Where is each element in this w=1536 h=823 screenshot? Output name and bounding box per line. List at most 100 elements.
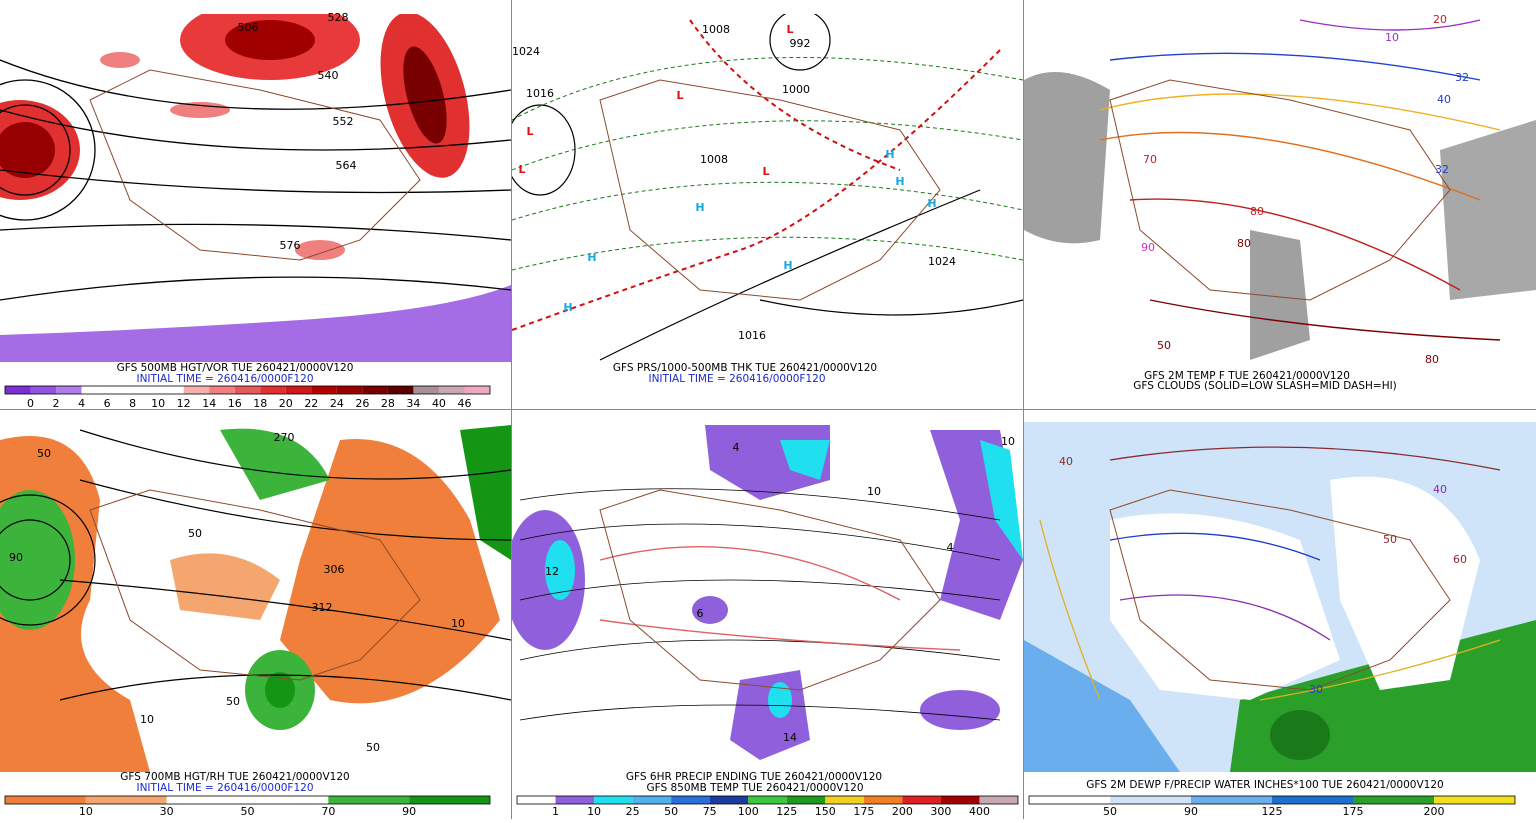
colorbar-frame: [516, 795, 1019, 805]
colorbar-segment: [517, 796, 556, 804]
map-temperature: [1024, 14, 1536, 362]
colorbar-frame: [4, 385, 491, 395]
colorbar-segment: [786, 796, 826, 804]
map-label: 6: [697, 607, 704, 620]
map-label: L: [786, 23, 793, 36]
colorbar-label: 50: [1103, 805, 1117, 818]
map-label: 1024: [928, 255, 956, 268]
map-label: 60: [1453, 553, 1467, 566]
colorbar-frame: [4, 795, 491, 805]
map-label: 1000: [782, 83, 810, 96]
colorbar-label: 34: [406, 397, 420, 410]
colorbar-segment: [748, 796, 787, 804]
colorbar-segment: [979, 796, 1018, 804]
colorbar-segment: [902, 796, 941, 804]
map-label: 32: [1455, 71, 1469, 84]
colorbar-segment: [328, 796, 410, 804]
map-label: 1016: [738, 329, 766, 342]
caption: GFS 6HR PRECIP ENDING TUE 260421/0000V12…: [626, 771, 882, 783]
colorbar-segment: [464, 386, 490, 394]
map-label: 270: [274, 431, 295, 444]
colorbar-label: 90: [1184, 805, 1198, 818]
caption: GFS 2M TEMP F TUE 260421/0000V120: [1144, 370, 1350, 382]
colorbar-segment: [438, 386, 465, 394]
colorbar-segment: [409, 796, 490, 804]
map-label: 40: [1437, 93, 1451, 106]
colorbar-segment: [260, 386, 286, 394]
colorbar-label: 46: [457, 397, 471, 410]
colorbar-segment: [81, 386, 108, 394]
map-label: 4: [947, 541, 954, 554]
map-label: 1008: [700, 153, 728, 166]
colorbar-segment: [863, 796, 903, 804]
colorbar-segment: [209, 386, 235, 394]
caption: GFS 2M DEWP F/PRECIP WATER INCHES*100 TU…: [1086, 779, 1443, 791]
map-label: 90: [1141, 241, 1155, 254]
map-label: H: [587, 251, 596, 264]
map-label: H: [695, 201, 704, 214]
map-label: 70: [1143, 153, 1157, 166]
colorbar-label: 18: [253, 397, 267, 410]
map-label: 30: [1309, 683, 1323, 696]
map-label: H: [885, 148, 894, 161]
map-label: H: [563, 301, 572, 314]
colorbar-segment: [336, 386, 363, 394]
map-label: 40: [1059, 455, 1073, 468]
map-label: H: [783, 259, 792, 272]
colorbar-label: 100: [738, 805, 759, 818]
colorbar-segment: [1029, 796, 1110, 804]
map-label: 1024: [512, 45, 540, 58]
map-label: L: [518, 163, 525, 176]
colorbar-segment: [555, 796, 595, 804]
caption: GFS PRS/1000-500MB THK TUE 260421/0000V1…: [613, 362, 877, 374]
colorbar-segment: [1110, 796, 1191, 804]
map-label: 20: [1433, 13, 1447, 26]
caption: INITIAL TIME = 260416/0000F120: [136, 782, 313, 794]
colorbar-label: 25: [626, 805, 640, 818]
colorbar-segment: [5, 796, 86, 804]
colorbar-label: 12: [177, 397, 191, 410]
colorbar-segment: [671, 796, 710, 804]
colorbar-label: 20: [279, 397, 293, 410]
colorbar-segment: [594, 796, 633, 804]
colorbar-label: 50: [241, 805, 255, 818]
map-dewpoint: [1024, 422, 1536, 772]
colorbar-segment: [1353, 796, 1434, 804]
map-label: 312: [312, 601, 333, 614]
colorbar-label: 70: [321, 805, 335, 818]
map-label: 540: [318, 69, 339, 82]
colorbar-segment: [30, 386, 57, 394]
colorbar-segment: [1272, 796, 1353, 804]
colorbar-segment: [632, 796, 672, 804]
map-label: 4: [733, 441, 740, 454]
colorbar-label: 8: [129, 397, 136, 410]
colorbar-label: 28: [381, 397, 395, 410]
colorbar-label: 75: [703, 805, 717, 818]
map-label: 552: [333, 115, 354, 128]
map-precip: [512, 422, 1023, 772]
map-label: 10: [1001, 435, 1015, 448]
map-label: 992: [790, 37, 811, 50]
colorbar-segment: [158, 386, 184, 394]
colorbar-segment: [825, 796, 864, 804]
caption: GFS CLOUDS (SOLID=LOW SLASH=MID DASH=HI): [1133, 380, 1397, 392]
map-label: 1016: [526, 87, 554, 100]
colorbar-segment: [85, 796, 167, 804]
colorbar-label: 0: [27, 397, 34, 410]
colorbar-segment: [107, 386, 133, 394]
colorbar-label: 16: [228, 397, 242, 410]
colorbar-segment: [234, 386, 261, 394]
colorbar-label: 150: [815, 805, 836, 818]
colorbar-segment: [311, 386, 337, 394]
colorbar-label: 400: [969, 805, 990, 818]
colorbar-label: 200: [892, 805, 913, 818]
colorbar-label: 26: [355, 397, 369, 410]
map-label: 50: [188, 527, 202, 540]
caption: GFS 850MB TEMP TUE 260421/0000V120: [646, 782, 863, 794]
caption: INITIAL TIME = 260416/0000F120: [648, 373, 825, 385]
map-label: L: [676, 89, 683, 102]
colorbar-segment: [132, 386, 159, 394]
colorbar-label: 2: [53, 397, 60, 410]
